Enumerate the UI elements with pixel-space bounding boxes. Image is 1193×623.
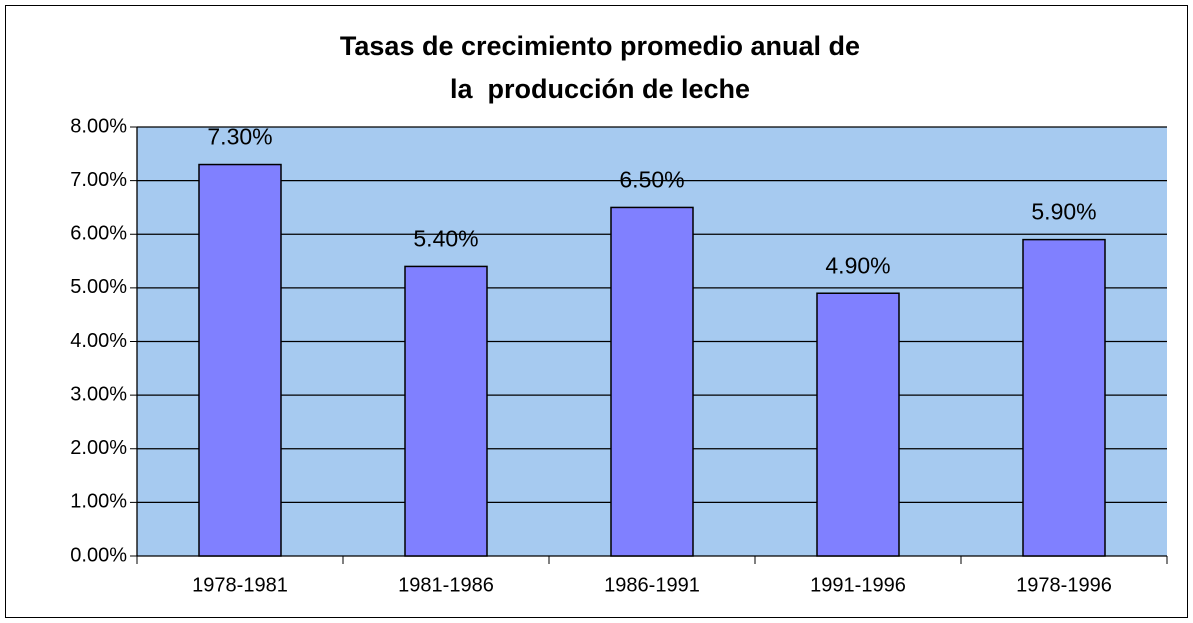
value-label: 6.50% — [619, 167, 684, 193]
x-tick-label: 1986-1991 — [604, 574, 700, 596]
value-label: 7.30% — [207, 124, 272, 150]
y-tick-label: 0.00% — [70, 544, 127, 566]
bar — [198, 163, 282, 557]
value-label: 4.90% — [825, 252, 890, 278]
value-label: 5.90% — [1031, 199, 1096, 225]
value-label: 5.40% — [413, 226, 478, 252]
chart-title: Tasas de crecimiento promedio anual de — [340, 31, 860, 61]
bar — [404, 265, 488, 557]
bar — [1022, 238, 1106, 557]
y-tick-label: 5.00% — [70, 276, 127, 298]
x-tick-label: 1978-1981 — [192, 574, 288, 596]
y-tick-label: 4.00% — [70, 330, 127, 352]
y-tick-label: 7.00% — [70, 169, 127, 191]
x-tick-label: 1981-1986 — [398, 574, 494, 596]
y-tick-label: 6.00% — [70, 223, 127, 245]
y-tick-label: 2.00% — [70, 437, 127, 459]
bar — [610, 206, 694, 557]
y-tick-label: 8.00% — [70, 115, 127, 137]
y-tick-label: 3.00% — [70, 383, 127, 405]
bar — [816, 292, 900, 557]
x-tick-label: 1978-1996 — [1016, 574, 1112, 596]
chart-title: la producción de leche — [450, 74, 750, 104]
x-tick-label: 1991-1996 — [810, 574, 906, 596]
y-tick-label: 1.00% — [70, 491, 127, 513]
